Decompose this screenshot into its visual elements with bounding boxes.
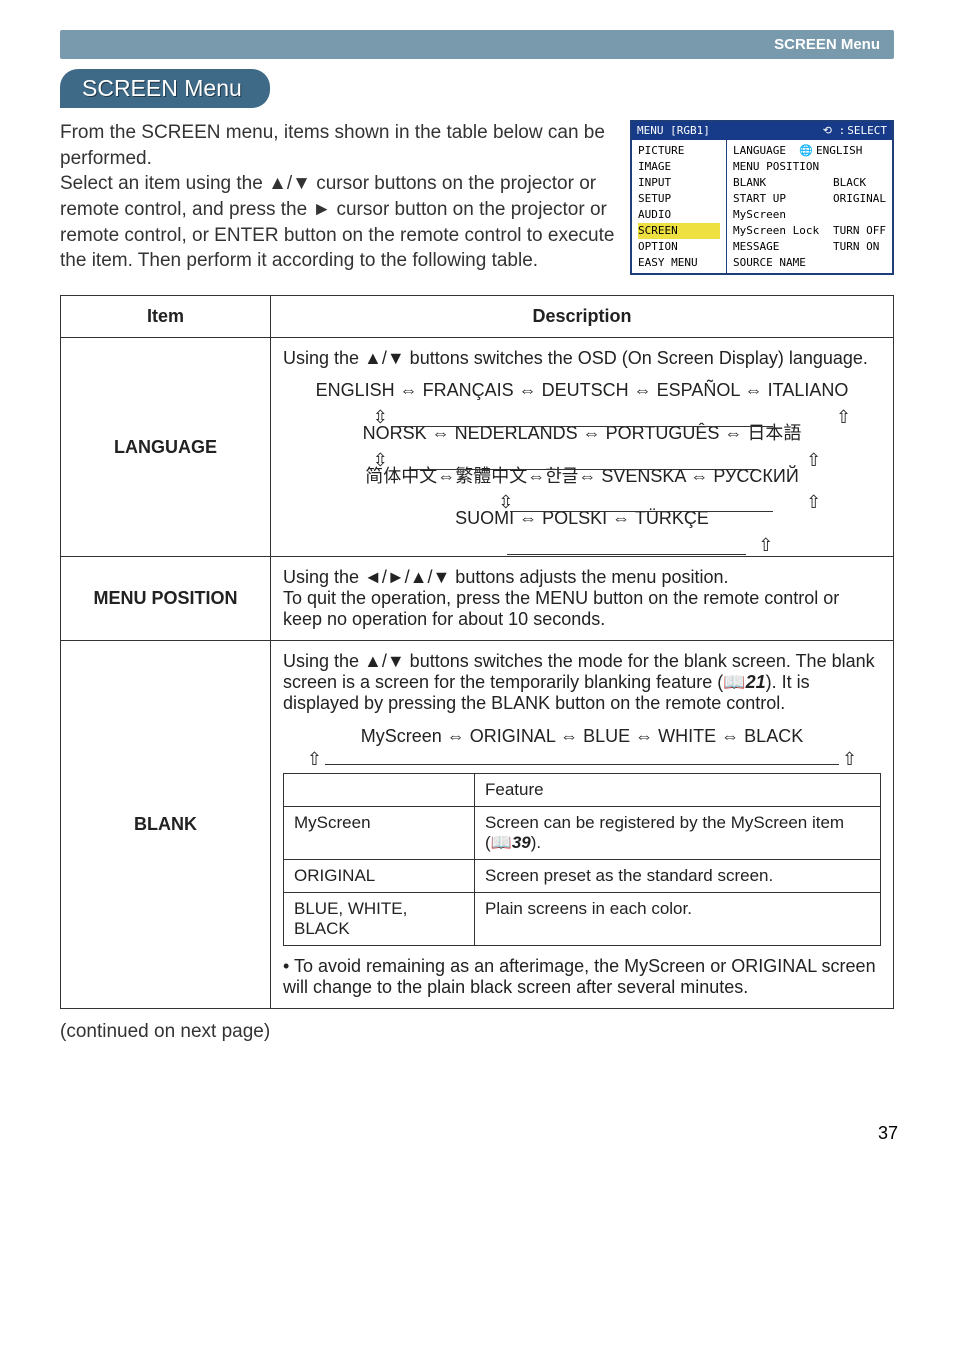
osd-right-col: LANGUAGE ENGLISH MENU POSITION BLANKBLAC… xyxy=(727,140,892,274)
osd-right-row: SOURCE NAME xyxy=(733,255,886,271)
blank-paragraph: Using the ▲/▼ buttons switches the mode … xyxy=(283,651,881,714)
section-title-pill: SCREEN Menu xyxy=(60,69,270,108)
book-icon: 📖 xyxy=(723,672,745,692)
inner-row: BLUE, WHITE, BLACK Plain screens in each… xyxy=(284,892,881,945)
osd-right-row: START UPORIGINAL xyxy=(733,191,886,207)
book-icon: 📖 xyxy=(491,833,512,852)
blank-cycle: MyScreen ⇔ ORIGINAL ⇔ BLUE ⇔ WHITE ⇔ BLA… xyxy=(283,726,881,747)
osd-left-item: PICTURE xyxy=(638,143,720,159)
section-title-text: SCREEN Menu xyxy=(82,75,242,101)
continued-note: (continued on next page) xyxy=(60,1021,894,1043)
row-blank: BLANK Using the ▲/▼ buttons switches the… xyxy=(61,640,894,1008)
page: SCREEN Menu SCREEN Menu From the SCREEN … xyxy=(0,0,954,1083)
header-title: SCREEN Menu xyxy=(774,36,880,53)
blank-label: BLANK xyxy=(61,640,271,1008)
inner-header-row: Feature xyxy=(284,773,881,806)
row-language: LANGUAGE Using the ▲/▼ buttons switches … xyxy=(61,338,894,556)
osd-left-item: INPUT xyxy=(638,175,720,191)
inner-colors-label: BLUE, WHITE, BLACK xyxy=(284,892,475,945)
main-table: Item Description LANGUAGE Using the ▲/▼ … xyxy=(60,295,894,1008)
inner-row: MyScreen Screen can be registered by the… xyxy=(284,806,881,859)
inner-row: ORIGINAL Screen preset as the standard s… xyxy=(284,859,881,892)
osd-left-col: PICTURE IMAGE INPUT SETUP AUDIO SCREEN O… xyxy=(632,140,727,274)
osd-left-item: IMAGE xyxy=(638,159,720,175)
language-line1: Using the ▲/▼ buttons switches the OSD (… xyxy=(283,348,881,369)
col-desc: Description xyxy=(271,296,894,338)
col-item: Item xyxy=(61,296,271,338)
osd-preview: MENU [RGB1] SELECT PICTURE IMAGE INPUT S… xyxy=(630,120,894,275)
blank-desc: Using the ▲/▼ buttons switches the mode … xyxy=(271,640,894,1008)
inner-original-desc: Screen preset as the standard screen. xyxy=(475,859,881,892)
language-flow: ENGLISH ⇔ FRANÇAIS ⇔ DEUTSCH ⇔ ESPAÑOL ⇔… xyxy=(283,369,881,545)
osd-title-right: SELECT xyxy=(823,123,887,139)
inner-myscreen-desc: Screen can be registered by the MyScreen… xyxy=(475,806,881,859)
cycle-arrow-line: ⇧ ⇧ xyxy=(283,749,881,763)
lang-row4: SUOMI ⇔ POLSKI ⇔ TÜRKÇE xyxy=(283,503,881,534)
inner-original-label: ORIGINAL xyxy=(284,859,475,892)
row-menu-position: MENU POSITION Using the ◄/►/▲/▼ buttons … xyxy=(61,556,894,640)
osd-right-row: LANGUAGE ENGLISH xyxy=(733,143,886,159)
osd-left-item: OPTION xyxy=(638,239,720,255)
language-desc: Using the ▲/▼ buttons switches the OSD (… xyxy=(271,338,894,556)
inner-empty-header xyxy=(284,773,475,806)
menu-position-label: MENU POSITION xyxy=(61,556,271,640)
inner-myscreen-label: MyScreen xyxy=(284,806,475,859)
osd-right-row: MyScreen LockTURN OFF xyxy=(733,223,886,239)
osd-right-row: BLANKBLACK xyxy=(733,175,886,191)
language-label: LANGUAGE xyxy=(61,338,271,556)
osd-right-row: MyScreen xyxy=(733,207,886,223)
inner-colors-desc: Plain screens in each color. xyxy=(475,892,881,945)
intro-row: From the SCREEN menu, items shown in the… xyxy=(60,120,894,275)
osd-titlebar: MENU [RGB1] SELECT xyxy=(632,122,892,140)
osd-title-left: MENU [RGB1] xyxy=(637,123,710,139)
osd-left-item: AUDIO xyxy=(638,207,720,223)
osd-left-item: EASY MENU xyxy=(638,255,720,271)
intro-text: From the SCREEN menu, items shown in the… xyxy=(60,120,616,274)
osd-right-row: MESSAGETURN ON xyxy=(733,239,886,255)
osd-right-row: MENU POSITION xyxy=(733,159,886,175)
header-bar: SCREEN Menu xyxy=(60,30,894,59)
inner-feature-header: Feature xyxy=(475,773,881,806)
menu-position-desc: Using the ◄/►/▲/▼ buttons adjusts the me… xyxy=(271,556,894,640)
blank-note: • To avoid remaining as an afterimage, t… xyxy=(283,956,881,998)
blank-inner-table: Feature MyScreen Screen can be registere… xyxy=(283,773,881,946)
osd-left-item-selected: SCREEN xyxy=(638,223,720,239)
table-header-row: Item Description xyxy=(61,296,894,338)
page-number: 37 xyxy=(0,1123,954,1144)
osd-body: PICTURE IMAGE INPUT SETUP AUDIO SCREEN O… xyxy=(632,140,892,274)
osd-left-item: SETUP xyxy=(638,191,720,207)
